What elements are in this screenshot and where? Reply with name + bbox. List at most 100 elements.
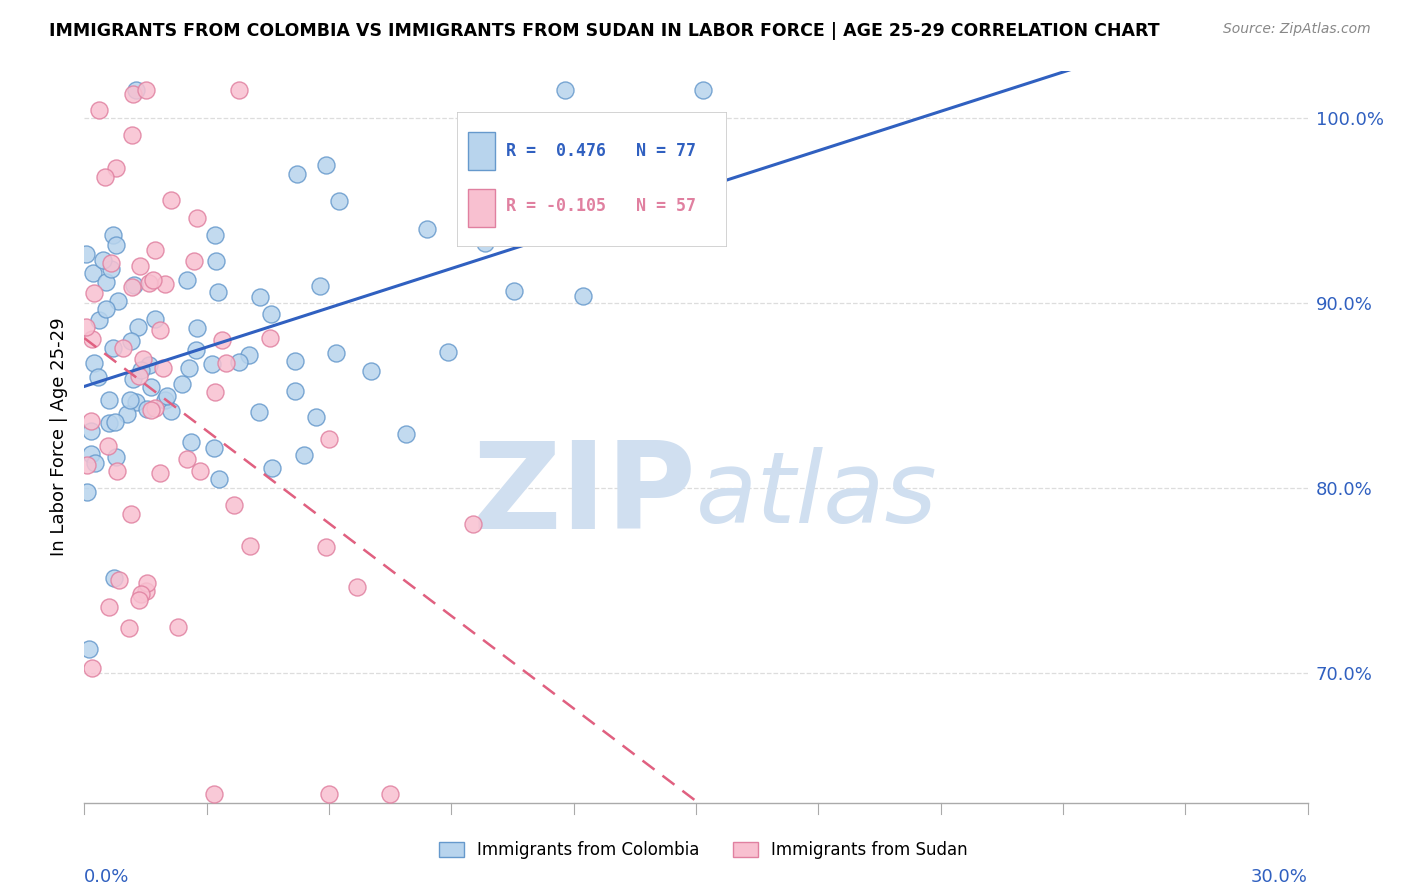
Point [285,167,308,181]
Point [97,600,120,615]
Point [184,343,207,358]
Point [122,277,145,292]
Point [127,320,149,334]
Point [94,275,117,289]
Point [125,83,148,97]
Point [186,211,208,226]
Point [136,402,159,417]
Point [83,285,105,300]
Point [120,334,142,348]
Y-axis label: In Labor Force | Age 25-29: In Labor Force | Age 25-29 [49,318,67,557]
Point [75,246,97,260]
Point [129,363,152,377]
Point [135,583,157,598]
Point [292,448,315,462]
Point [222,498,245,512]
Point [143,243,166,257]
Point [207,285,229,300]
Point [437,344,460,359]
Point [249,289,271,303]
Point [152,361,174,376]
Point [143,311,166,326]
Point [201,357,224,371]
Point [318,787,340,801]
Point [149,323,172,337]
Point [262,461,284,475]
Point [129,587,152,601]
Point [115,407,138,421]
Point [183,253,205,268]
Point [108,573,131,587]
Point [122,87,145,101]
Point [129,259,152,273]
Point [318,432,340,446]
Point [416,222,439,236]
Point [143,401,166,416]
Point [498,194,520,208]
Point [132,352,155,367]
Point [692,83,714,97]
Point [141,380,163,394]
Point [91,253,114,268]
Point [97,392,120,407]
Point [76,458,98,472]
Point [474,235,496,250]
Point [101,227,124,242]
Text: 30.0%: 30.0% [1251,868,1308,886]
Point [135,83,157,97]
Point [378,787,401,801]
Point [80,414,103,428]
Point [142,273,165,287]
Point [202,441,225,455]
Point [103,571,125,585]
Point [103,341,125,355]
Point [204,228,226,243]
Point [170,376,193,391]
Point [125,395,148,409]
Point [215,356,238,370]
Point [180,434,202,449]
Point [176,273,198,287]
Point [346,580,368,594]
Text: Source: ZipAtlas.com: Source: ZipAtlas.com [1223,22,1371,37]
Point [284,353,307,368]
Point [118,621,141,635]
Point [87,313,110,327]
Point [105,464,128,478]
Point [328,194,350,208]
Point [463,517,485,532]
Text: ZIP: ZIP [472,437,696,554]
Point [86,369,108,384]
Point [315,158,337,172]
Point [122,372,145,386]
Point [104,237,127,252]
Point [82,266,104,280]
Point [97,416,120,430]
Point [80,424,103,438]
Point [204,385,226,400]
Point [104,415,127,429]
Point [121,279,143,293]
Point [179,361,201,376]
Point [160,404,183,418]
Point [202,787,225,801]
Legend: Immigrants from Colombia, Immigrants from Sudan: Immigrants from Colombia, Immigrants fro… [432,835,974,866]
Point [186,321,208,335]
Point [160,193,183,207]
Point [105,161,128,175]
Point [156,389,179,403]
Point [249,405,271,419]
Point [84,456,107,470]
Point [97,439,120,453]
Point [503,284,526,298]
Point [574,203,596,218]
Point [176,452,198,467]
Point [260,307,283,321]
Point [120,508,142,522]
Point [93,170,115,185]
Point [138,359,160,373]
Point [304,409,326,424]
Point [228,354,250,368]
Point [155,277,177,291]
Point [153,393,176,408]
